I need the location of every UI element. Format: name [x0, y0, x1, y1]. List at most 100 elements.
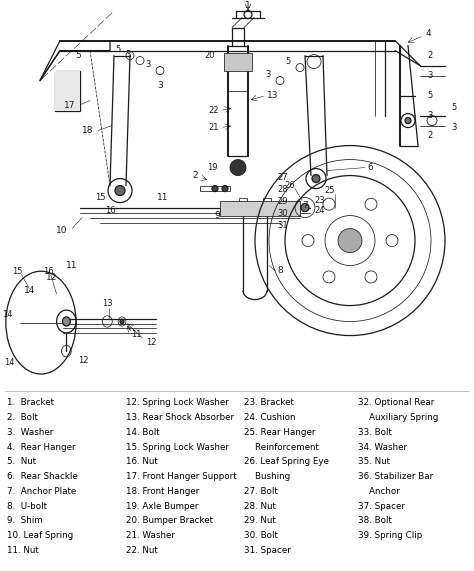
- Text: Auxiliary Spring: Auxiliary Spring: [358, 413, 438, 422]
- Text: 3: 3: [146, 60, 151, 69]
- Text: 19. Axle Bumper: 19. Axle Bumper: [126, 501, 198, 510]
- Text: 3: 3: [451, 123, 456, 132]
- Text: 12: 12: [46, 273, 58, 282]
- Text: 5: 5: [75, 51, 81, 60]
- Text: 8.  U-bolt: 8. U-bolt: [7, 501, 47, 510]
- Text: 17. Front Hanger Support: 17. Front Hanger Support: [126, 472, 236, 481]
- Text: 5: 5: [428, 91, 433, 100]
- Text: 14: 14: [24, 286, 36, 295]
- Text: 29. Nut: 29. Nut: [244, 516, 276, 525]
- Text: 2: 2: [192, 171, 198, 180]
- Wedge shape: [230, 159, 246, 175]
- Text: 8: 8: [277, 266, 283, 275]
- Text: 20: 20: [205, 51, 215, 60]
- Circle shape: [63, 317, 70, 326]
- Text: 18. Front Hanger: 18. Front Hanger: [126, 487, 199, 496]
- Circle shape: [222, 186, 228, 191]
- Text: 27: 27: [278, 173, 288, 182]
- Circle shape: [301, 204, 309, 212]
- Text: 11: 11: [66, 261, 78, 270]
- Bar: [200, 186, 230, 191]
- Text: 5: 5: [451, 103, 456, 112]
- Text: 6: 6: [367, 163, 373, 172]
- Text: 14: 14: [2, 310, 13, 319]
- Text: 11: 11: [131, 329, 142, 339]
- Text: 28. Nut: 28. Nut: [244, 501, 276, 510]
- Text: 3: 3: [428, 71, 433, 80]
- Text: 16. Nut: 16. Nut: [126, 457, 157, 467]
- Text: 12: 12: [146, 337, 156, 347]
- Text: 12: 12: [78, 356, 88, 365]
- Text: 12. Spring Lock Washer: 12. Spring Lock Washer: [126, 399, 228, 407]
- Text: 17: 17: [64, 101, 76, 110]
- Circle shape: [115, 186, 125, 195]
- Text: 15: 15: [12, 267, 23, 276]
- Text: 31: 31: [278, 221, 288, 230]
- Text: 1.  Bracket: 1. Bracket: [7, 399, 54, 407]
- Text: 36. Stabilizer Bar: 36. Stabilizer Bar: [358, 472, 433, 481]
- Circle shape: [405, 118, 411, 123]
- Text: 28: 28: [278, 185, 288, 194]
- Text: 13: 13: [102, 299, 113, 308]
- Text: 26. Leaf Spring Eye: 26. Leaf Spring Eye: [244, 457, 329, 467]
- Text: 20. Bumper Bracket: 20. Bumper Bracket: [126, 516, 213, 525]
- Text: Reinforcement: Reinforcement: [244, 443, 319, 452]
- Text: 15. Spring Lock Washer: 15. Spring Lock Washer: [126, 443, 228, 452]
- Text: 23: 23: [315, 196, 325, 205]
- Text: 22. Nut: 22. Nut: [126, 546, 157, 555]
- Circle shape: [338, 228, 362, 252]
- Text: 3: 3: [428, 111, 433, 120]
- Text: 14. Bolt: 14. Bolt: [126, 428, 159, 437]
- Text: 3.  Washer: 3. Washer: [7, 428, 54, 437]
- Text: 21: 21: [209, 123, 219, 132]
- Bar: [239, 198, 247, 206]
- Text: 2: 2: [428, 131, 433, 140]
- Text: 3: 3: [265, 70, 271, 79]
- Text: 34. Washer: 34. Washer: [358, 443, 407, 452]
- Text: Anchor: Anchor: [358, 487, 400, 496]
- Text: 3: 3: [125, 50, 131, 59]
- Text: 39. Spring Clip: 39. Spring Clip: [358, 531, 422, 540]
- Text: 23. Bracket: 23. Bracket: [244, 399, 294, 407]
- Text: 27. Bolt: 27. Bolt: [244, 487, 278, 496]
- Text: 25: 25: [325, 186, 335, 195]
- Text: 22: 22: [209, 106, 219, 115]
- Text: 24: 24: [315, 206, 325, 215]
- Text: 9: 9: [214, 211, 220, 220]
- Text: 21. Washer: 21. Washer: [126, 531, 174, 540]
- Text: 10. Leaf Spring: 10. Leaf Spring: [7, 531, 73, 540]
- Text: 30. Bolt: 30. Bolt: [244, 531, 278, 540]
- Text: 16: 16: [44, 267, 54, 276]
- Text: 14: 14: [5, 358, 15, 367]
- Text: 13: 13: [267, 91, 279, 100]
- Text: 29: 29: [278, 197, 288, 206]
- Text: 31. Spacer: 31. Spacer: [244, 546, 291, 555]
- Text: 30: 30: [278, 209, 288, 218]
- Text: 5.  Nut: 5. Nut: [7, 457, 36, 467]
- Text: Bushing: Bushing: [244, 472, 291, 481]
- Text: 19: 19: [207, 163, 217, 172]
- Text: 13. Rear Shock Absorber: 13. Rear Shock Absorber: [126, 413, 234, 422]
- Bar: [55, 71, 80, 111]
- Text: 11. Nut: 11. Nut: [7, 546, 39, 555]
- Text: 33. Bolt: 33. Bolt: [358, 428, 392, 437]
- Text: 4.  Rear Hanger: 4. Rear Hanger: [7, 443, 76, 452]
- Text: 16: 16: [105, 206, 115, 215]
- Text: 38. Bolt: 38. Bolt: [358, 516, 392, 525]
- Text: 7: 7: [302, 201, 308, 210]
- Circle shape: [212, 186, 218, 191]
- Text: 35. Nut: 35. Nut: [358, 457, 390, 467]
- Circle shape: [312, 175, 320, 183]
- Bar: [220, 200, 300, 216]
- Text: 24. Cushion: 24. Cushion: [244, 413, 296, 422]
- Text: 15: 15: [95, 193, 105, 202]
- Text: 26: 26: [285, 181, 295, 190]
- Text: 6.  Rear Shackle: 6. Rear Shackle: [7, 472, 78, 481]
- Text: 2: 2: [428, 51, 433, 60]
- Bar: [55, 71, 80, 111]
- Text: 7.  Anchor Plate: 7. Anchor Plate: [7, 487, 76, 496]
- Bar: [224, 53, 252, 71]
- Text: 5: 5: [115, 45, 120, 54]
- Text: 11: 11: [157, 193, 169, 202]
- Text: 18: 18: [82, 126, 94, 135]
